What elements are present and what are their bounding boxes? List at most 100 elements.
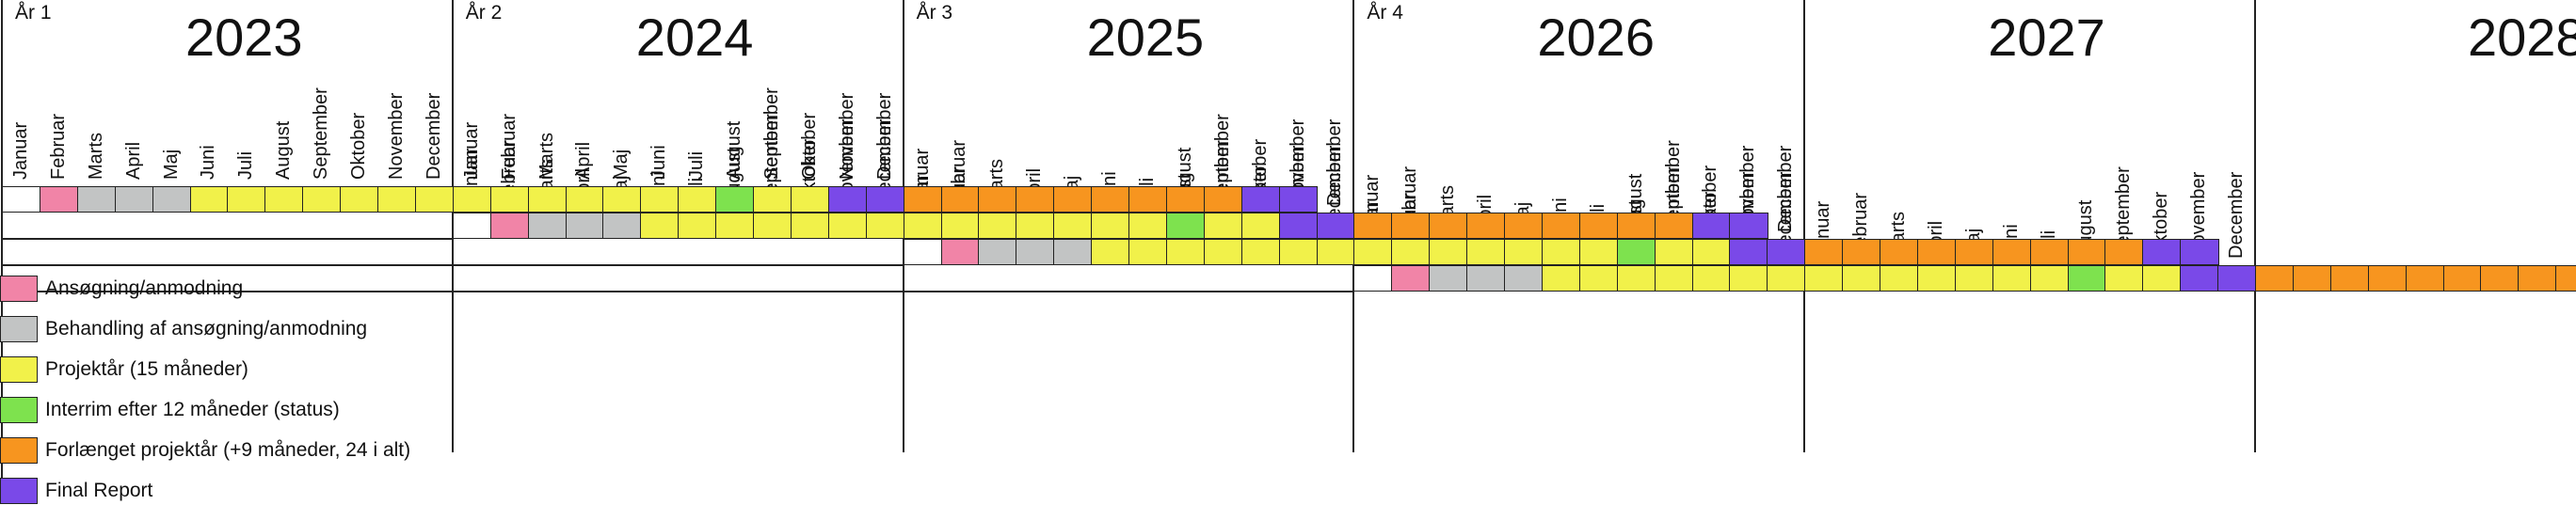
schedule-cell-extended xyxy=(1804,239,1844,265)
schedule-cell-project xyxy=(1203,239,1243,265)
month-label: Oktober xyxy=(348,112,370,180)
legend-item: Ansøgning/anmodning xyxy=(0,275,243,303)
schedule-cell-project xyxy=(1880,265,1919,292)
schedule-cell-extended xyxy=(1842,239,1881,265)
legend-label: Projektår (15 måneder) xyxy=(45,358,248,380)
row-baseline xyxy=(2,264,904,266)
schedule-cell-extended xyxy=(2255,265,2295,292)
schedule-cell-extended xyxy=(1429,213,1468,239)
schedule-cell-extended xyxy=(2067,239,2106,265)
schedule-cell-interim xyxy=(1165,213,1206,239)
month-label: Juli xyxy=(686,150,708,180)
schedule-cell-project xyxy=(1616,265,1656,292)
schedule-cell-extended xyxy=(1654,213,1693,239)
schedule-cell-final xyxy=(1729,213,1768,239)
schedule-cell-project xyxy=(1804,265,1844,292)
schedule-cell-final xyxy=(1278,186,1318,213)
schedule-cell-project xyxy=(1916,265,1957,292)
schedule-cell-extended xyxy=(1616,213,1656,239)
legend-label: Final Report xyxy=(45,480,153,501)
schedule-cell-project xyxy=(1654,239,1693,265)
schedule-cell-project xyxy=(264,186,304,213)
schedule-cell-review xyxy=(978,239,1017,265)
schedule-cell-extended xyxy=(1504,213,1544,239)
schedule-cell-interim xyxy=(2067,265,2106,292)
project-year-label: År 4 xyxy=(1367,2,1403,24)
schedule-cell-review xyxy=(1429,265,1468,292)
schedule-cell-final xyxy=(1767,239,1806,265)
year-heading: 2023 xyxy=(185,8,303,67)
schedule-cell-extended xyxy=(2104,239,2144,265)
schedule-cell-apply xyxy=(489,213,530,239)
schedule-cell-project xyxy=(565,186,604,213)
schedule-cell-extended xyxy=(2292,265,2332,292)
schedule-cell-project xyxy=(2104,265,2144,292)
schedule-cell-review xyxy=(1016,239,1055,265)
schedule-cell-extended xyxy=(1391,213,1431,239)
schedule-cell-project xyxy=(1842,265,1881,292)
month-label: November xyxy=(385,92,407,180)
schedule-cell-review xyxy=(1053,239,1093,265)
schedule-cell-extended xyxy=(2329,265,2370,292)
schedule-cell-extended xyxy=(1128,186,1168,213)
schedule-cell-project xyxy=(640,186,680,213)
schedule-cell-project xyxy=(302,186,342,213)
schedule-cell-final xyxy=(827,186,868,213)
schedule-cell-extended xyxy=(2405,265,2444,292)
schedule-cell-final xyxy=(2180,239,2219,265)
schedule-cell-project xyxy=(602,186,642,213)
month-label: April xyxy=(122,141,144,180)
schedule-cell-extended xyxy=(940,186,980,213)
schedule-cell-extended xyxy=(1541,213,1581,239)
legend-label: Behandling af ansøgning/anmodning xyxy=(45,318,368,339)
schedule-cell-project xyxy=(1316,239,1355,265)
schedule-cell-project xyxy=(377,186,417,213)
schedule-cell-project xyxy=(2029,265,2069,292)
schedule-cell-project xyxy=(414,186,455,213)
schedule-cell-blank xyxy=(903,239,942,265)
schedule-cell-extended xyxy=(1016,186,1055,213)
schedule-cell-project xyxy=(1767,265,1806,292)
schedule-cell-blank xyxy=(452,213,492,239)
schedule-cell-extended xyxy=(2518,265,2557,292)
year-heading: 2026 xyxy=(1537,8,1655,67)
schedule-cell-project xyxy=(1504,239,1544,265)
legend-label: Forlænget projektår (+9 måneder, 24 i al… xyxy=(45,439,411,461)
schedule-cell-extended xyxy=(1578,213,1619,239)
schedule-cell-project xyxy=(753,213,792,239)
schedule-cell-review xyxy=(1466,265,1506,292)
schedule-cell-project xyxy=(1691,239,1731,265)
legend-swatch xyxy=(0,397,38,423)
schedule-cell-project xyxy=(753,186,792,213)
schedule-cell-final xyxy=(2180,265,2219,292)
schedule-cell-extended xyxy=(1954,239,1994,265)
schedule-cell-project xyxy=(1992,265,2032,292)
schedule-cell-extended xyxy=(2442,265,2482,292)
schedule-cell-extended xyxy=(1053,186,1093,213)
schedule-cell-project xyxy=(1240,213,1281,239)
schedule-cell-final xyxy=(2217,265,2257,292)
month-label: December xyxy=(2226,171,2248,259)
schedule-cell-project xyxy=(865,213,905,239)
month-label: Maj xyxy=(160,149,182,180)
year-heading: 2028 xyxy=(2468,8,2576,67)
schedule-cell-project xyxy=(903,213,942,239)
schedule-cell-extended xyxy=(2555,265,2576,292)
schedule-cell-project xyxy=(827,213,868,239)
schedule-cell-project xyxy=(1541,265,1581,292)
legend-item: Forlænget projektår (+9 måneder, 24 i al… xyxy=(0,436,410,465)
schedule-cell-extended xyxy=(903,186,942,213)
legend-item: Final Report xyxy=(0,477,152,505)
schedule-cell-project xyxy=(1203,213,1243,239)
month-label: Januar xyxy=(9,121,31,180)
legend-label: Interrim efter 12 måneder (status) xyxy=(45,399,340,420)
month-label: Juli xyxy=(235,150,257,180)
schedule-cell-project xyxy=(678,213,717,239)
schedule-cell-project xyxy=(678,186,717,213)
schedule-cell-project xyxy=(1240,239,1281,265)
month-label: Juni xyxy=(198,145,219,180)
schedule-cell-extended xyxy=(1880,239,1919,265)
schedule-cell-project xyxy=(1091,213,1130,239)
legend-swatch xyxy=(0,276,38,302)
month-label: August xyxy=(273,120,295,180)
